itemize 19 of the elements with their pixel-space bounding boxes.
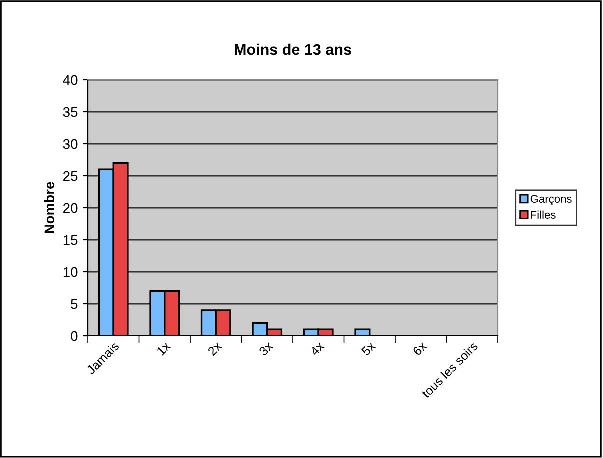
y-tick-label: 35: [63, 107, 78, 118]
chart-title: Moins de 13 ans: [235, 44, 352, 56]
legend-label: Garçons: [530, 195, 572, 206]
y-axis-title: Nombre: [44, 182, 55, 234]
legend-label: Filles: [531, 210, 556, 219]
x-tick-label: 3x: [258, 341, 274, 356]
y-tick-label: 15: [64, 235, 78, 246]
y-tick-label: 0: [71, 331, 78, 342]
y-tick-label: 10: [64, 267, 78, 278]
x-tick-label: 5x: [361, 341, 376, 356]
x-tick-label: 2x: [207, 341, 222, 356]
y-tick-label: 25: [64, 171, 78, 182]
y-tick-label: 30: [63, 139, 78, 150]
x-tick-label: 4x: [310, 341, 325, 356]
x-tick-label: 6x: [412, 341, 428, 356]
y-tick-label: 40: [63, 75, 78, 86]
y-tick-label: 5: [71, 299, 78, 310]
y-tick-label: 20: [64, 203, 78, 214]
x-tick-label: 1x: [156, 341, 172, 356]
